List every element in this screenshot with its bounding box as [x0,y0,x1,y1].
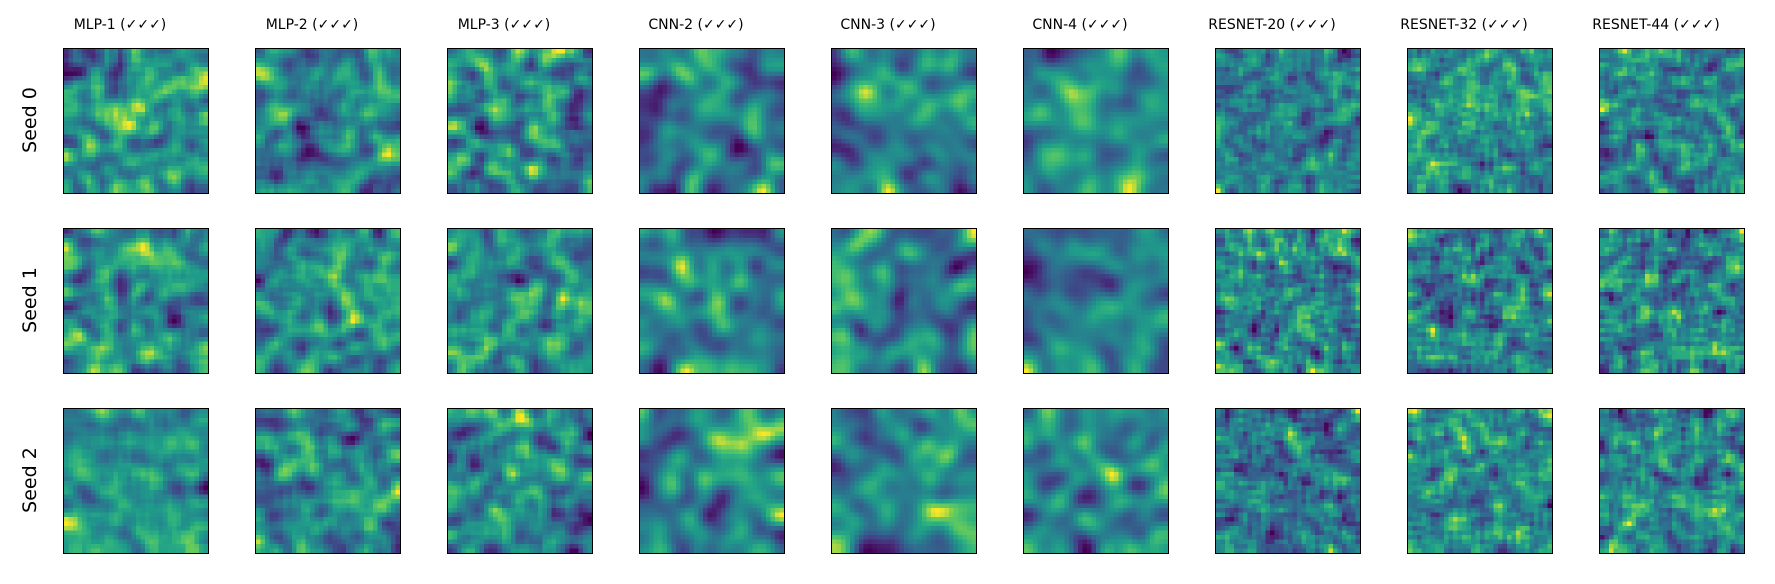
heatmap-panel [1215,228,1361,374]
heatmap-panel [639,408,785,554]
heatmap-image [448,229,592,373]
row-label: Seed 2 [19,447,41,513]
column-title: MLP-3 (✓✓✓) [457,17,551,33]
column-title: MLP-2 (✓✓✓) [265,17,359,33]
heatmap-image [1024,229,1168,373]
heatmap-image [256,409,400,553]
column-title: RESNET-20 (✓✓✓) [1208,17,1336,33]
heatmap-image [256,229,400,373]
row-label: Seed 0 [19,87,41,153]
heatmap-panel [1407,48,1553,194]
heatmap-panel [1215,48,1361,194]
heatmap-image [256,49,400,193]
heatmap-panel [255,48,401,194]
column-title: CNN-3 (✓✓✓) [840,17,936,33]
heatmap-image [832,49,976,193]
heatmap-panel [1599,228,1745,374]
heatmap-panel [63,48,209,194]
heatmap-image [640,229,784,373]
heatmap-panel [831,228,977,374]
heatmap-image [640,409,784,553]
column-title: RESNET-32 (✓✓✓) [1400,17,1528,33]
heatmap-panel [1215,408,1361,554]
heatmap-panel [1023,228,1169,374]
heatmap-panel [1599,408,1745,554]
heatmap-image [1408,409,1552,553]
heatmap-panel [447,48,593,194]
heatmap-panel [1407,408,1553,554]
heatmap-image [1408,49,1552,193]
heatmap-panel [1023,408,1169,554]
column-title: RESNET-44 (✓✓✓) [1592,17,1720,33]
heatmap-panel [255,228,401,374]
heatmap-image [640,49,784,193]
heatmap-panel [1599,48,1745,194]
heatmap-image [1600,409,1744,553]
row-label: Seed 1 [19,267,41,333]
heatmap-panel [639,48,785,194]
heatmap-image [448,409,592,553]
heatmap-image [1216,409,1360,553]
heatmap-panel [831,48,977,194]
heatmap-image [64,229,208,373]
column-title: MLP-1 (✓✓✓) [73,17,167,33]
heatmap-panel [831,408,977,554]
heatmap-image [64,49,208,193]
heatmap-image [1408,229,1552,373]
column-title: CNN-4 (✓✓✓) [1032,17,1128,33]
heatmap-panel [63,228,209,374]
heatmap-image [1024,49,1168,193]
heatmap-image [832,229,976,373]
heatmap-panel [447,408,593,554]
heatmap-image [1024,409,1168,553]
heatmap-image [1600,49,1744,193]
heatmap-image [1216,229,1360,373]
heatmap-panel [639,228,785,374]
heatmap-panel [447,228,593,374]
heatmap-image [448,49,592,193]
heatmap-image [832,409,976,553]
heatmap-panel [1023,48,1169,194]
heatmap-panel [1407,228,1553,374]
column-title: CNN-2 (✓✓✓) [648,17,744,33]
heatmap-panel [63,408,209,554]
heatmap-image [1216,49,1360,193]
heatmap-image [64,409,208,553]
heatmap-image [1600,229,1744,373]
heatmap-panel [255,408,401,554]
